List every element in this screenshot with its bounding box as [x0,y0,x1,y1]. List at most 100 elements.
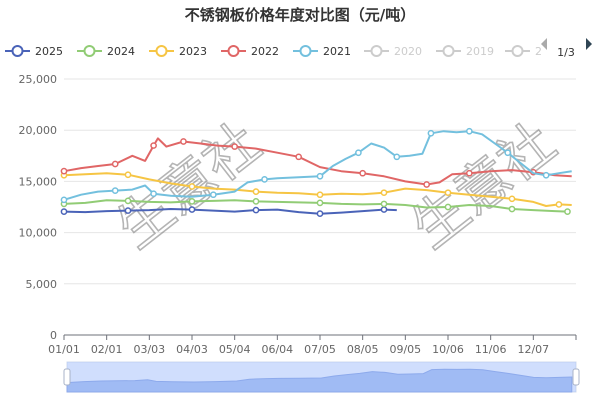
x-tick-label: 01/01 [48,343,80,356]
data-point[interactable] [188,198,196,205]
data-point[interactable] [316,210,324,218]
data-point[interactable] [150,190,157,198]
legend-item-2023[interactable]: 2023 [149,45,207,58]
legend-label: 2024 [107,45,135,58]
axes: 0 5,000 10,000 15,000 20,000 25,000 01/01 02/01… [19,73,577,356]
data-point[interactable] [180,138,187,145]
data-point[interactable] [316,199,324,207]
data-point[interactable] [261,176,268,183]
x-tick-label: 10/06 [432,343,464,356]
data-point[interactable] [508,195,516,203]
data-point[interactable] [60,167,68,175]
zoom-selection[interactable] [67,362,576,392]
data-point[interactable] [380,206,388,213]
x-tick-label: 09/05 [389,343,421,356]
legend-label: 2022 [251,45,279,58]
data-point[interactable] [444,189,452,197]
legend-item-2022[interactable]: 2022 [221,45,279,58]
data-point[interactable] [188,206,196,213]
zoom-handle[interactable] [63,368,71,386]
data-point[interactable] [295,153,303,161]
data-point[interactable] [508,205,516,213]
series-lines [60,127,572,218]
legend-item-2025[interactable]: 2025 [5,45,63,58]
legend: 2025 2024 2023 2022 2021 2020 2019 2 [5,45,542,58]
data-point[interactable] [231,143,239,150]
legend-marker-icon [511,45,524,57]
data-point[interactable] [316,172,324,180]
legend-label: 2 [535,45,542,58]
data-point[interactable] [124,197,132,205]
legend-label: 2025 [35,45,63,58]
legend-marker-icon [299,45,312,57]
legend-label: 2019 [466,45,494,58]
data-point[interactable] [111,187,119,194]
zoom-preview-area [66,368,573,393]
y-tick-label: 10,000 [19,227,58,240]
data-point[interactable] [564,208,571,215]
x-tick-label: 04/03 [176,343,208,356]
legend-item-2020[interactable]: 2020 [364,45,422,58]
data-point[interactable] [504,149,512,157]
y-tick-label: 0 [50,329,57,342]
data-point[interactable] [393,153,401,161]
data-point[interactable] [316,191,324,199]
zoom-handle[interactable] [572,368,580,386]
x-tick-label: 12/07 [517,343,549,356]
x-tick-label: 11/06 [475,343,507,356]
data-point[interactable] [465,127,473,135]
grid-lines [64,78,576,285]
data-point[interactable] [188,183,196,190]
data-point[interactable] [359,169,367,177]
data-point[interactable] [60,208,68,215]
y-tick-label: 25,000 [19,73,58,86]
data-point[interactable] [555,201,563,208]
legend-page-indicator: 1/3 [557,46,575,59]
legend-label: 2021 [323,45,351,58]
data-point[interactable] [355,149,362,157]
data-point[interactable] [542,171,550,179]
legend-item-2021[interactable]: 2021 [293,45,351,58]
legend-item-2019[interactable]: 2019 [436,45,494,58]
data-point[interactable] [252,198,260,205]
legend-next-icon[interactable] [586,38,592,50]
y-tick-label: 20,000 [19,124,58,137]
series-line-2025 [63,208,397,215]
legend-marker-icon [83,45,96,57]
legend-label: 2023 [179,45,207,58]
data-point[interactable] [252,206,260,214]
x-tick-label: 03/03 [133,343,165,356]
data-point[interactable] [60,196,68,204]
chart-title: 不锈钢板价格年度对比图（元/吨） [185,6,415,24]
legend-prev-icon[interactable] [541,38,547,50]
data-point[interactable] [124,207,132,214]
legend-label: 2020 [394,45,422,58]
data-point[interactable] [150,142,157,149]
data-point[interactable] [209,191,217,199]
x-tick-label: 08/05 [347,343,379,356]
data-point[interactable] [465,169,473,177]
data-point[interactable] [111,160,119,168]
watermarks: 生意社 生意社 [105,110,568,261]
legend-marker-icon [155,45,168,57]
legend-marker-icon [11,45,24,57]
x-tick-label: 02/01 [91,343,123,356]
data-point[interactable] [444,203,452,211]
data-zoom-slider[interactable] [63,361,580,393]
legend-item-2024[interactable]: 2024 [77,45,135,58]
legend-marker-icon [370,45,383,57]
data-point[interactable] [380,200,388,208]
data-point[interactable] [380,189,388,197]
data-point[interactable] [423,181,431,188]
x-tick-label: 05/04 [219,343,251,356]
legend-item-2018[interactable]: 2 [505,45,542,58]
series-line-2023 [63,172,572,207]
data-point[interactable] [124,171,132,179]
data-point[interactable] [427,129,435,137]
legend-marker-icon [442,45,455,57]
legend-pager: 1/3 [541,38,592,59]
data-point[interactable] [252,188,260,195]
x-tick-label: 07/05 [304,343,336,356]
x-tick-label: 06/04 [261,343,293,356]
